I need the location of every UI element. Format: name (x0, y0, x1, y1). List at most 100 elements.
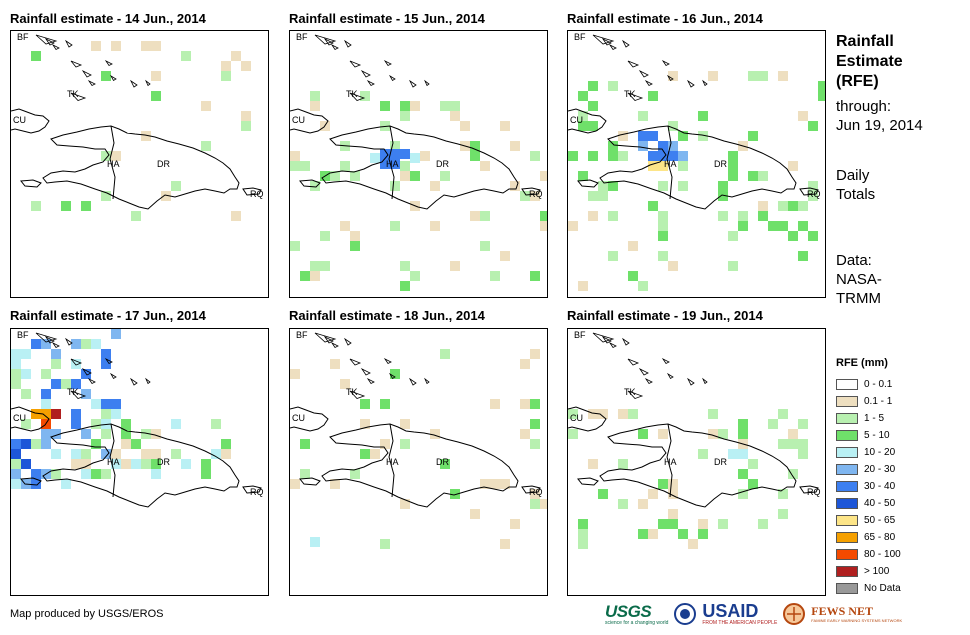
usgs-wordmark: USGS (605, 601, 652, 621)
rainfall-cell (718, 429, 728, 439)
legend-swatch (836, 549, 858, 560)
rainfall-cell (81, 459, 91, 469)
jamaica-coastline (299, 179, 321, 188)
rainfall-cell (390, 369, 400, 379)
rainfall-cell (51, 469, 61, 479)
islet-outline (87, 79, 96, 87)
rainfall-cell (480, 161, 490, 171)
rainfall-cell (500, 539, 510, 549)
data-source-2: TRMM (836, 290, 881, 307)
rainfall-cell (400, 281, 410, 291)
map-panel-18jun: BF TK CU HA DR RQ (289, 328, 548, 596)
islet-outline (601, 37, 612, 46)
rainfall-cell (540, 171, 547, 181)
rainfall-cell (41, 409, 51, 419)
islet-outline (621, 39, 630, 48)
rainfall-cell (618, 409, 628, 419)
rainfall-cell (31, 201, 41, 211)
rainfall-cell (798, 251, 808, 261)
rainfall-cell (151, 91, 161, 101)
rainfall-cell (470, 151, 480, 161)
rainfall-cell (480, 211, 490, 221)
rainfall-cell (91, 339, 101, 349)
rainfall-cell (51, 379, 61, 389)
place-label-rq: RQ (529, 487, 543, 497)
end-date: Jun 19, 2014 (836, 117, 923, 134)
hispaniola-coastline (321, 423, 519, 508)
rainfall-cell (400, 171, 410, 181)
rainfall-cell (480, 479, 490, 489)
rainfall-cell (380, 149, 390, 159)
rainfall-cell (131, 459, 141, 469)
rainfall-cell (578, 171, 588, 181)
legend-swatch (836, 379, 858, 390)
islet-outline (608, 341, 617, 349)
islet-outline (424, 79, 430, 87)
rainfall-cell (768, 419, 778, 429)
rainfall-cell (758, 71, 768, 81)
legend-item: 80 - 100 (836, 546, 901, 563)
rainfall-cell (151, 41, 161, 51)
rainfall-cell (51, 359, 61, 369)
rainfall-cell (808, 181, 818, 191)
rainfall-cell (658, 429, 668, 439)
panel-title-18jun: Rainfall estimate - 18 Jun., 2014 (289, 308, 485, 323)
usaid-wordmark: USAID (702, 601, 759, 621)
place-label-cu: CU (570, 115, 583, 125)
rainfall-cell (658, 181, 668, 191)
rainfall-cell (530, 271, 540, 281)
islet-outline (383, 59, 392, 67)
legend-item: 20 - 30 (836, 461, 901, 478)
rainfall-cell (151, 429, 161, 439)
rainfall-cell (131, 211, 141, 221)
rainfall-cell (450, 261, 460, 271)
rainfall-cell (748, 71, 758, 81)
rainfall-cell (658, 479, 668, 489)
islet-outline (343, 337, 352, 346)
rainfall-cell (21, 439, 31, 449)
rainfall-cell (350, 241, 360, 251)
islet-outline (44, 37, 55, 46)
rainfall-cell (31, 409, 41, 419)
rainfall-cell (61, 479, 71, 489)
rainfall-cell (728, 171, 738, 181)
rainfall-cell (638, 429, 648, 439)
rainfall-cell (400, 261, 410, 271)
rainfall-cell (181, 459, 191, 469)
jamaica-coastline (577, 179, 599, 188)
place-label-cu: CU (13, 115, 26, 125)
place-label-bf: BF (574, 32, 586, 42)
rainfall-cell (111, 409, 121, 419)
rainfall-cell (41, 339, 51, 349)
rainfall-cell (181, 51, 191, 61)
rainfall-cell (11, 349, 21, 359)
rainfall-cell (111, 399, 121, 409)
rainfall-cell (778, 489, 788, 499)
rainfall-cell (588, 151, 598, 161)
legend-item: 5 - 10 (836, 427, 901, 444)
rainfall-cell (748, 479, 758, 489)
islet-outline (145, 79, 151, 87)
islet-outline (35, 34, 58, 45)
rainfall-cell (71, 449, 81, 459)
rainfall-cell (290, 151, 300, 161)
rainfall-cell (748, 171, 758, 181)
rainfall-cell (11, 479, 21, 489)
rainfall-cell (41, 439, 51, 449)
islet-outline (366, 377, 375, 385)
heading-line-1: Rainfall (836, 33, 894, 50)
fews-tagline: FAMINE EARLY WARNING SYSTEMS NETWORK (811, 618, 903, 623)
rainfall-cell (390, 159, 400, 169)
rainfall-cell (340, 379, 350, 389)
rainfall-cell (588, 101, 598, 111)
rainfall-cell (410, 101, 420, 111)
rainfall-cell (360, 419, 370, 429)
place-label-ha: HA (664, 457, 677, 467)
rainfall-cell (11, 459, 21, 469)
rainfall-cell (81, 201, 91, 211)
legend-label: > 100 (864, 566, 890, 577)
rainfall-cell (290, 241, 300, 251)
legend-item: 0.1 - 1 (836, 393, 901, 410)
rainfall-cell (11, 449, 21, 459)
rainfall-cell (21, 369, 31, 379)
